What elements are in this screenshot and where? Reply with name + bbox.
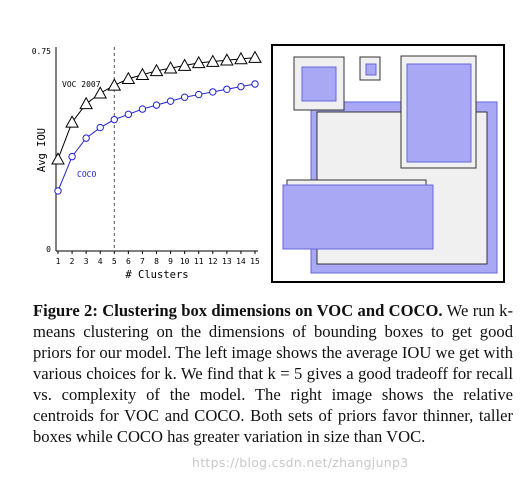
figure-label: Figure 2: xyxy=(33,301,98,320)
coco-box-small xyxy=(365,63,377,76)
iou-plot: 1 2 3 4 5 6 7 8 9 10 11 12 13 14 15 00.75 VOC 2007 COC… xyxy=(32,47,262,281)
voc-point xyxy=(107,78,122,91)
coco-point xyxy=(68,152,76,161)
y-tick-label: 0.75 xyxy=(32,47,51,56)
x-tick-label: 4 xyxy=(98,257,103,266)
y-axis-label: Avg IOU xyxy=(36,128,48,172)
caption-body: We run k-means clustering on the dimensi… xyxy=(33,301,513,446)
x-tick-label: 9 xyxy=(168,257,173,266)
coco-point xyxy=(195,90,203,99)
voc-point xyxy=(135,67,150,81)
figure-2: 1 2 3 4 5 6 7 8 9 10 11 12 13 14 15 00.75 VOC 2007 COC… xyxy=(32,44,505,283)
voc-point xyxy=(51,152,65,165)
voc-point xyxy=(205,54,220,67)
x-tick-label: 8 xyxy=(154,257,159,266)
coco-point xyxy=(209,88,217,96)
coco-point xyxy=(180,93,189,101)
coco-point xyxy=(110,115,118,124)
box-centroids-panel xyxy=(271,44,505,283)
caption-heading: Clustering box dimensions on VOC and COC… xyxy=(102,301,443,320)
x-tick-label: 7 xyxy=(140,257,145,266)
figure-caption: Figure 2: Clustering box dimensions on V… xyxy=(33,300,513,447)
x-axis-label: # Clusters xyxy=(125,269,188,281)
voc-point xyxy=(149,63,164,77)
voc-point xyxy=(248,50,262,63)
coco-point xyxy=(124,110,133,119)
x-tick-label: 3 xyxy=(84,257,89,266)
coco-point xyxy=(251,80,259,88)
voc-point xyxy=(234,51,248,65)
x-tick-label: 13 xyxy=(222,257,232,266)
voc-point xyxy=(121,71,136,85)
voc-point xyxy=(220,53,234,66)
voc-point xyxy=(65,115,79,128)
coco-point xyxy=(166,97,175,105)
watermark: https://blog.csdn.net/zhangjunp3 xyxy=(192,455,409,470)
coco-point xyxy=(237,82,245,91)
x-tick-label: 12 xyxy=(208,257,218,266)
coco-point xyxy=(54,187,62,195)
x-tick-label: 5 xyxy=(112,257,117,266)
x-tick-label: 14 xyxy=(236,257,246,266)
voc-point xyxy=(163,61,178,74)
x-tick-label: 10 xyxy=(180,257,190,266)
coco-box-wide xyxy=(282,184,434,250)
coco-point xyxy=(82,134,90,142)
x-tick-label: 6 xyxy=(126,257,131,266)
x-tick-label: 15 xyxy=(250,257,260,266)
coco-point xyxy=(152,101,161,109)
y-tick-label: 0 xyxy=(46,245,51,254)
coco-point xyxy=(138,105,147,113)
coco-point xyxy=(96,123,104,132)
x-tick-label: 11 xyxy=(194,257,204,266)
voc-point xyxy=(177,58,192,71)
voc-point xyxy=(79,96,93,110)
voc-point xyxy=(191,55,206,69)
x-tick-label: 2 xyxy=(70,257,75,266)
series-label-voc: VOC 2007 xyxy=(62,80,101,89)
x-tick-label: 1 xyxy=(56,257,61,266)
series-label-coco: COCO xyxy=(77,170,96,179)
coco-box-medium xyxy=(301,66,337,102)
coco-box-tall xyxy=(406,63,472,163)
coco-point xyxy=(223,85,231,93)
voc-point xyxy=(93,86,108,99)
